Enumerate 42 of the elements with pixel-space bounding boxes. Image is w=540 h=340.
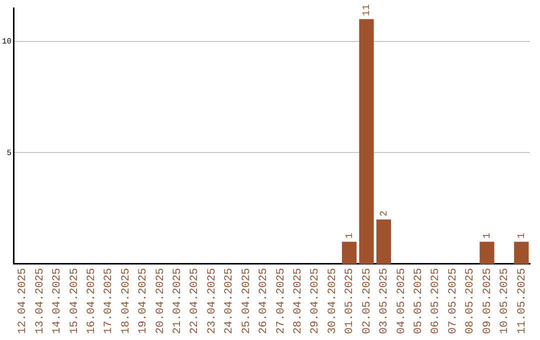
x-tick-label: 26.04.2025: [258, 268, 270, 334]
x-tick-label: 29.04.2025: [310, 268, 322, 334]
x-tick-label: 22.04.2025: [189, 268, 202, 334]
bar: [359, 19, 374, 264]
bar: [376, 219, 392, 264]
y-tick-label: 10: [2, 38, 12, 47]
x-tick-label: 01.05.2025: [344, 268, 356, 334]
x-tick-label: 08.05.2025: [464, 268, 477, 334]
data-label: 1: [344, 232, 356, 239]
bar: [480, 242, 494, 264]
x-tick-label: 02.05.2025: [361, 268, 374, 334]
data-label: 2: [379, 210, 390, 216]
x-tick-label: 25.04.2025: [240, 268, 253, 334]
x-tick-label: 05.05.2025: [413, 268, 426, 334]
bar: [514, 242, 529, 264]
x-tick-label: 03.05.2025: [378, 268, 391, 334]
x-tick-label: 10.05.2025: [499, 268, 512, 334]
x-tick-label: 11.05.2025: [516, 268, 528, 334]
y-tick-label: 5: [6, 148, 12, 158]
x-tick-label: 18.04.2025: [120, 268, 132, 334]
x-tick-label: 23.04.2025: [206, 268, 218, 334]
x-tick-label: 16.04.2025: [86, 268, 98, 334]
x-tick-label: 21.04.2025: [172, 268, 184, 334]
data-label: 1: [482, 232, 494, 239]
x-tick-label: 24.04.2025: [224, 268, 236, 334]
x-tick-label: 09.05.2025: [482, 268, 494, 334]
x-tick-label: 14.04.2025: [52, 268, 64, 334]
x-tick-label: 13.04.2025: [34, 268, 46, 334]
x-tick-label: 28.04.2025: [292, 268, 305, 334]
x-tick-label: 20.04.2025: [154, 268, 167, 334]
x-tick-label: 30.04.2025: [326, 268, 339, 334]
x-tick-label: 19.04.2025: [138, 268, 150, 334]
x-tick-label: 06.05.2025: [430, 268, 442, 334]
data-label: 1: [517, 232, 528, 239]
x-tick-label: 15.04.2025: [68, 268, 81, 334]
x-tick-label: 27.04.2025: [275, 268, 288, 334]
x-tick-label: 17.04.2025: [103, 268, 116, 334]
bar: [342, 242, 357, 264]
data-label: 11: [362, 4, 374, 16]
x-tick-label: 04.05.2025: [396, 268, 408, 334]
x-tick-label: 07.05.2025: [447, 268, 460, 334]
x-tick-label: 12.04.2025: [17, 268, 30, 334]
